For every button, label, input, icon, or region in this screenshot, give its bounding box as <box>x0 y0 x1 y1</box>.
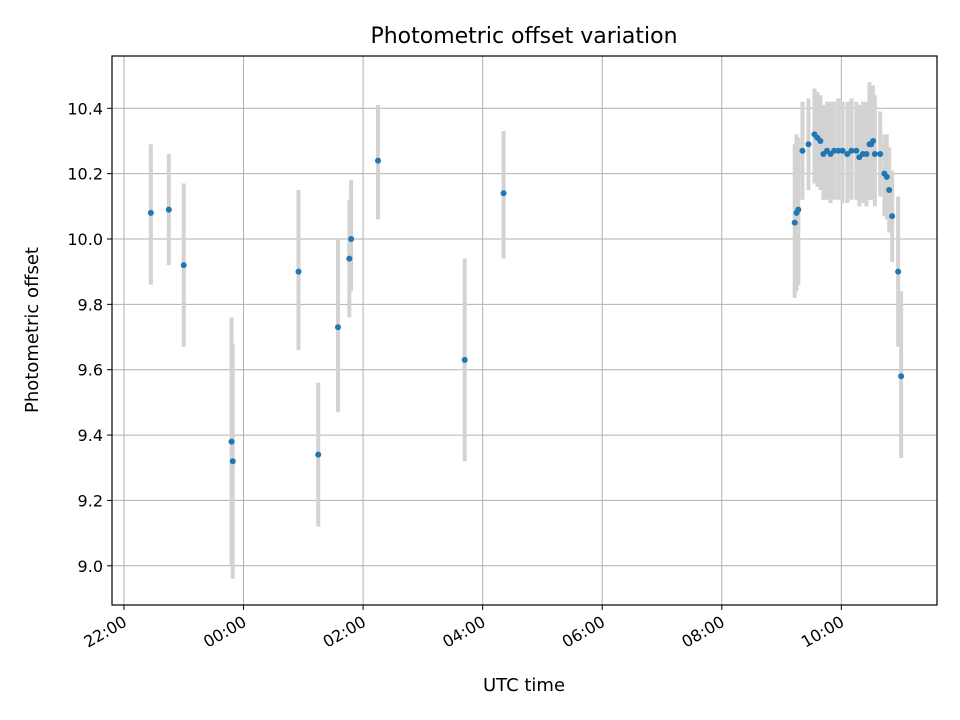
y-tick-label: 9.2 <box>78 491 103 510</box>
data-point <box>165 206 172 213</box>
x-tick-label: 00:00 <box>200 612 249 652</box>
data-point <box>180 262 187 269</box>
data-point <box>871 151 878 158</box>
chart-title: Photometric offset variation <box>370 24 677 49</box>
y-tick-label: 9.6 <box>78 361 103 380</box>
data-point <box>839 147 846 154</box>
x-axis-label: UTC time <box>483 675 565 696</box>
data-point <box>883 173 890 180</box>
x-tick-label: 22:00 <box>81 612 130 652</box>
y-tick-label: 10.4 <box>67 99 103 118</box>
x-tick-label: 10:00 <box>798 612 847 652</box>
data-point <box>889 213 896 220</box>
data-point <box>831 147 838 154</box>
y-tick-label: 9.8 <box>78 295 103 314</box>
data-point <box>295 268 302 275</box>
y-tick-label: 10.2 <box>67 165 103 184</box>
y-axis-ticks: 9.0 9.2 9.4 9.6 9.8 10.0 10.2 10.4 <box>67 99 112 576</box>
data-point <box>795 206 802 213</box>
data-point <box>346 255 353 262</box>
data-point <box>461 356 468 363</box>
data-point <box>348 236 355 242</box>
x-tick-label: 06:00 <box>559 612 608 652</box>
x-tick-label: 08:00 <box>678 612 727 652</box>
x-axis-ticks: 22:00 00:00 02:00 04:00 06:00 08:00 10:00 <box>81 605 847 652</box>
plot-frame <box>111 55 938 606</box>
y-tick-label: 9.4 <box>78 426 103 445</box>
data-point <box>898 373 905 380</box>
data-point <box>844 151 851 158</box>
error-bars <box>148 82 904 579</box>
data-point <box>886 186 893 193</box>
data-point <box>791 219 798 226</box>
data-point <box>817 137 824 144</box>
data-point <box>805 141 812 148</box>
data-point <box>877 151 884 158</box>
data-point <box>895 268 902 275</box>
data-point <box>228 438 235 445</box>
y-axis-label: Photometric offset <box>22 247 43 413</box>
data-point <box>229 458 236 465</box>
data-point <box>853 147 860 154</box>
data-point <box>799 147 806 154</box>
data-point <box>848 147 855 154</box>
data-point <box>835 147 842 154</box>
data-point <box>500 190 507 197</box>
y-tick-label: 10.0 <box>67 230 103 249</box>
x-tick-label: 04:00 <box>439 612 488 652</box>
data-point <box>334 324 341 331</box>
data-point <box>315 451 322 458</box>
data-points <box>147 131 905 465</box>
x-tick-label: 02:00 <box>320 612 369 652</box>
y-tick-label: 9.0 <box>78 557 103 576</box>
data-point <box>147 209 154 216</box>
data-point <box>863 151 870 158</box>
data-point <box>375 157 382 164</box>
data-point <box>870 137 877 144</box>
